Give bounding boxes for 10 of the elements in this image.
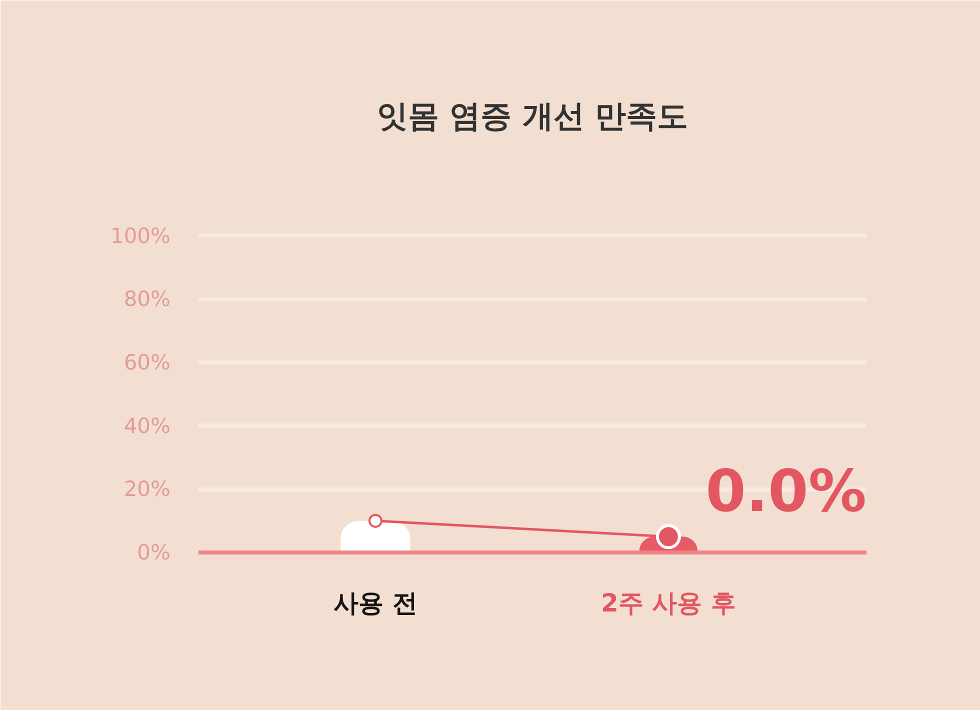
x-tick-label: 사용 전 (334, 588, 418, 618)
annotation: 0.0% (706, 457, 866, 526)
y-tick-label: 0% (137, 540, 171, 564)
x-tick-label: 2주 사용 후 (601, 588, 736, 618)
y-tick-label: 100% (110, 224, 171, 248)
y-tick-label: 40% (124, 414, 171, 438)
y-tick-label: 20% (124, 477, 171, 502)
chart-title: 잇몸 염증 개선 만족도 (376, 98, 688, 134)
y-tick-label: 80% (124, 287, 171, 312)
y-tick-label: 60% (124, 350, 171, 374)
